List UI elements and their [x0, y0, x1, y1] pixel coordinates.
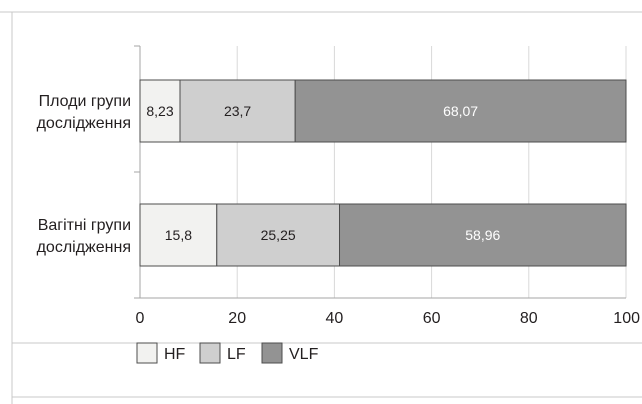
legend-label-lf: LF — [227, 346, 246, 363]
legend-swatch-vlf — [261, 342, 283, 364]
x-tick-label-40: 40 — [326, 310, 344, 327]
x-tick-label-80: 80 — [520, 310, 538, 327]
bar-vlf-1 — [339, 203, 627, 267]
x-tick-label-0: 0 — [136, 310, 145, 327]
data-label-lf-0: 23,7 — [224, 103, 251, 119]
legend-label-hf: HF — [164, 346, 186, 363]
data-label-hf-0: 8,23 — [146, 103, 173, 119]
category-label-1-line-0: Вагітні групи — [38, 217, 131, 234]
x-tick-labels: 0 20 40 60 80 100 — [136, 310, 641, 327]
x-tick-label-20: 20 — [228, 310, 246, 327]
data-label-lf-1: 25,25 — [261, 227, 296, 243]
bar-vlf-0 — [294, 79, 627, 143]
category-label-1-line-1: дослідження — [37, 239, 131, 256]
data-label-hf-1: 15,8 — [165, 227, 192, 243]
x-tick-label-100: 100 — [613, 310, 640, 327]
data-label-vlf-1: 58,96 — [465, 227, 500, 243]
data-labels: 8,23 23,7 68,07 15,8 25,25 58,96 — [146, 103, 500, 243]
data-label-vlf-0: 68,07 — [443, 103, 478, 119]
legend-label-vlf: VLF — [289, 346, 319, 363]
x-tick-label-60: 60 — [423, 310, 441, 327]
legend-swatch-hf — [136, 342, 158, 364]
category-label-0-line-1: дослідження — [37, 115, 131, 132]
category-labels: Плоди групи дослідження Вагітні групи дослі… — [37, 93, 131, 256]
category-label-0-line-0: Плоди групи — [39, 93, 131, 110]
legend-swatch-lf — [199, 342, 221, 364]
bars — [139, 79, 627, 267]
bar-lf-1 — [216, 203, 341, 267]
legend: HF LF VLF — [136, 342, 319, 364]
